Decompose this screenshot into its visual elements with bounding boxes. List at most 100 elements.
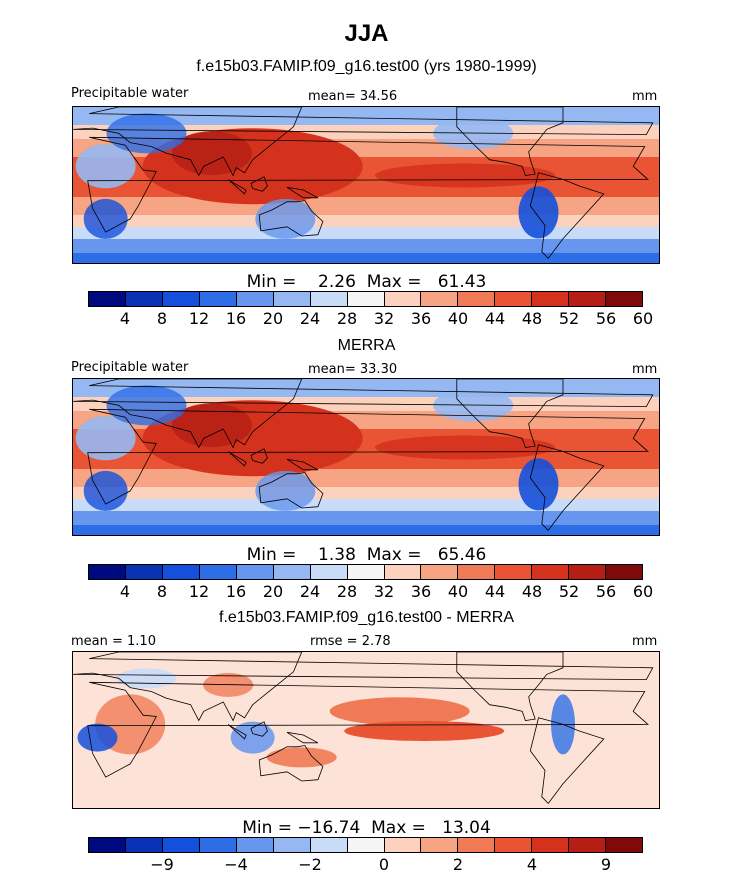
- colorbar-swatch: [532, 565, 570, 579]
- colorbar-swatch: [495, 292, 533, 306]
- panel1-variable-label: Precipitable water: [71, 86, 189, 101]
- field-blob: [375, 163, 555, 188]
- colorbar-swatch: [199, 292, 237, 306]
- colorbar-tick-label: 56: [595, 582, 617, 601]
- coastline: [87, 136, 649, 233]
- colorbar-swatch: [199, 565, 237, 579]
- colorbar-tick-label: 40: [447, 309, 469, 328]
- field-band: [73, 215, 659, 227]
- colorbar-swatch: [310, 838, 348, 852]
- colorbar-tick-label: 8: [156, 582, 168, 601]
- colorbar-swatch: [89, 838, 126, 852]
- colorbar-swatch: [273, 565, 311, 579]
- colorbar-tick-label: 12: [188, 309, 210, 328]
- field-blob: [344, 721, 505, 741]
- coastline: [227, 179, 247, 195]
- colorbar-swatch: [569, 838, 607, 852]
- colorbar-tick-label: 28: [336, 309, 358, 328]
- colorbar-swatch: [569, 292, 607, 306]
- coastline: [227, 451, 247, 467]
- colorbar-tick-label: 20: [262, 309, 284, 328]
- colorbar-tick-label: 52: [558, 309, 580, 328]
- panel1-colorbar: [88, 291, 643, 307]
- field-blob: [106, 113, 187, 154]
- coastline: [258, 745, 324, 782]
- colorbar-swatch: [273, 838, 311, 852]
- field-blob: [266, 747, 337, 768]
- coastline: [529, 717, 605, 805]
- colorbar-tick-label: 36: [410, 582, 432, 601]
- colorbar-swatch: [421, 565, 459, 579]
- colorbar-swatch: [310, 565, 348, 579]
- colorbar-tick-label: 16: [225, 309, 247, 328]
- colorbar-tick-label: 56: [595, 309, 617, 328]
- colorbar-tick-label: 40: [447, 582, 469, 601]
- colorbar-tick-label: 48: [521, 582, 543, 601]
- field-band: [73, 469, 659, 487]
- panel2-colorbar: [88, 564, 643, 580]
- field-blob: [83, 470, 128, 511]
- colorbar-tick-label: 4: [526, 855, 538, 874]
- colorbar-swatch: [606, 838, 643, 852]
- colorbar-swatch: [347, 565, 385, 579]
- coastline: [227, 724, 247, 740]
- colorbar-swatch: [273, 292, 311, 306]
- colorbar-tick-label: 16: [225, 582, 247, 601]
- colorbar-swatch: [569, 565, 607, 579]
- coastline: [73, 379, 654, 449]
- field-band: [73, 499, 659, 511]
- panel1-map: [72, 106, 660, 264]
- field-blob: [106, 385, 187, 426]
- panel2-map: [72, 378, 660, 536]
- panel1-units-label: mm: [632, 89, 658, 104]
- colorbar-tick-label: −9: [150, 855, 174, 874]
- field-blob: [329, 697, 470, 726]
- colorbar-swatch: [162, 292, 200, 306]
- colorbar-tick-label: 12: [188, 582, 210, 601]
- colorbar-tick-label: 32: [373, 582, 395, 601]
- colorbar-tick-label: 36: [410, 309, 432, 328]
- field-blob: [255, 198, 316, 239]
- panel3-rmse-label: rmse = 2.78: [310, 634, 391, 649]
- colorbar-tick-label: 24: [299, 582, 321, 601]
- coastline: [73, 107, 654, 177]
- colorbar-tick-label: 60: [632, 582, 654, 601]
- colorbar-swatch: [89, 565, 126, 579]
- field-band: [73, 227, 659, 239]
- field-blob: [116, 668, 177, 689]
- colorbar-tick-label: 44: [484, 582, 506, 601]
- colorbar-tick-label: 4: [119, 309, 131, 328]
- colorbar-swatch: [125, 838, 163, 852]
- coastline: [250, 721, 268, 737]
- colorbar-tick-label: 4: [119, 582, 131, 601]
- colorbar-swatch: [347, 292, 385, 306]
- panel2-colorbar-ticks: 4 8 12 16 20 24 28 32 36 40 44 48 52 56 60: [88, 582, 653, 602]
- colorbar-swatch: [347, 838, 385, 852]
- field-band: [73, 511, 659, 525]
- colorbar-tick-label: −4: [224, 855, 248, 874]
- colorbar-swatch: [89, 292, 126, 306]
- coastline: [286, 458, 319, 471]
- colorbar-tick-label: 0: [378, 855, 390, 874]
- colorbar-swatch: [495, 838, 533, 852]
- field-blob: [75, 416, 136, 461]
- colorbar-tick-label: 2: [452, 855, 464, 874]
- panel2-minmax: Min = 1.38 Max = 65.46: [246, 545, 487, 565]
- panel2-mean-label: mean= 33.30: [308, 362, 398, 377]
- colorbar-tick-label: 52: [558, 582, 580, 601]
- colorbar-tick-label: 24: [299, 309, 321, 328]
- field-blob: [518, 458, 559, 511]
- coastline: [258, 200, 324, 237]
- figure-subtitle: f.e15b03.FAMIP.f09_g16.test00 (yrs 1980-…: [196, 58, 537, 75]
- field-blob: [518, 186, 559, 239]
- field-band: [73, 253, 659, 263]
- colorbar-swatch: [532, 292, 570, 306]
- colorbar-swatch: [458, 292, 496, 306]
- colorbar-swatch: [384, 838, 422, 852]
- coastline: [456, 107, 564, 176]
- colorbar-swatch: [199, 838, 237, 852]
- panel3-colorbar-ticks: −9 −4 −2 0 2 4 9: [88, 855, 643, 875]
- colorbar-tick-label: 60: [632, 309, 654, 328]
- colorbar-swatch: [162, 838, 200, 852]
- coastline: [73, 652, 654, 722]
